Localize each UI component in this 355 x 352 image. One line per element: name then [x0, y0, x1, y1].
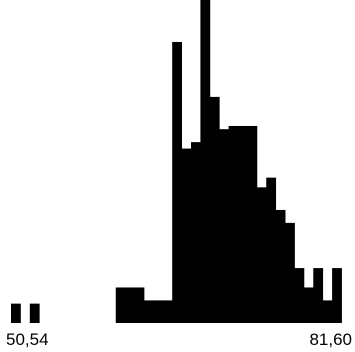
- histogram-bar-6: [153, 300, 164, 323]
- histogram-bar-1: [29, 303, 40, 323]
- histogram-bar-14: [228, 125, 239, 323]
- histogram-bar-2: [115, 287, 126, 323]
- histogram-bar-25: [332, 268, 342, 323]
- histogram-bar-22: [303, 287, 314, 323]
- histogram-bar-19: [275, 209, 286, 323]
- histogram-bar-8: [172, 41, 182, 324]
- histogram-bar-21: [294, 268, 305, 323]
- histogram-bar-13: [219, 129, 230, 323]
- histogram-bar-16: [247, 125, 258, 323]
- x-tick-label-min: 50,54: [6, 330, 49, 349]
- histogram-bar-3: [125, 287, 135, 323]
- histogram-bar-12: [209, 96, 220, 324]
- histogram-bar-23: [313, 268, 324, 323]
- x-tick-label-max: 81,60: [309, 330, 352, 349]
- histogram-bar-10: [191, 142, 201, 323]
- histogram-bar-9: [181, 148, 192, 323]
- histogram-bar-24: [322, 300, 333, 323]
- histogram-bar-5: [143, 300, 154, 323]
- histogram-bar-7: [162, 300, 173, 323]
- histogram-bar-0: [11, 303, 21, 323]
- histogram-bar-17: [256, 187, 267, 323]
- histogram-bar-11: [200, 0, 211, 323]
- histogram-bar-20: [285, 222, 295, 323]
- histogram-bar-15: [238, 125, 248, 323]
- histogram-bars: [11, 0, 342, 324]
- histogram-bar-4: [134, 287, 145, 323]
- histogram-bar-18: [266, 177, 277, 323]
